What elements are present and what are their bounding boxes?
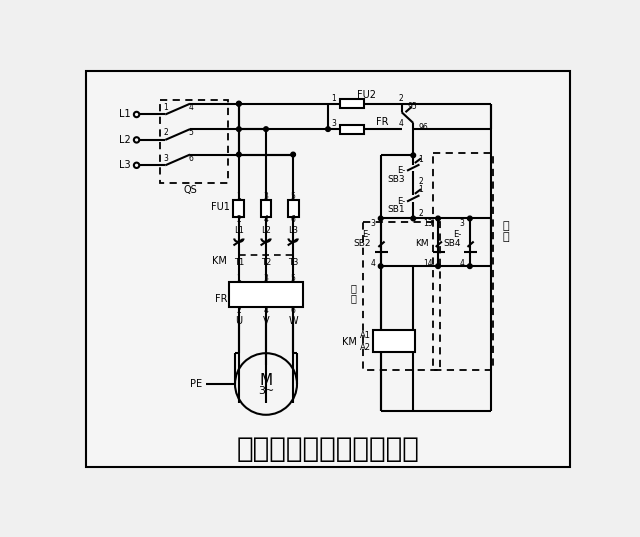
Text: 2: 2	[419, 177, 424, 186]
Text: 乙: 乙	[502, 221, 509, 231]
Text: 3: 3	[264, 192, 268, 201]
Circle shape	[411, 153, 415, 158]
Circle shape	[436, 216, 440, 221]
Text: FU1: FU1	[211, 202, 230, 212]
Bar	[234, 200, 244, 217]
Text: 2: 2	[419, 209, 424, 219]
Bar	[160, 100, 228, 183]
Text: L1: L1	[119, 110, 131, 120]
Text: 3: 3	[371, 219, 375, 228]
Bar	[433, 153, 493, 370]
Text: T2: T2	[261, 258, 271, 267]
Circle shape	[411, 216, 415, 221]
Text: T3: T3	[288, 258, 298, 267]
Circle shape	[467, 216, 472, 221]
Text: 5: 5	[291, 274, 296, 283]
Text: 14: 14	[423, 259, 433, 267]
Text: 1: 1	[419, 185, 424, 194]
Bar	[373, 330, 415, 352]
Text: 95: 95	[407, 102, 417, 111]
Text: 5: 5	[291, 192, 296, 201]
Circle shape	[326, 127, 330, 132]
Text: 2: 2	[237, 306, 241, 315]
Text: 3~: 3~	[258, 386, 274, 396]
Circle shape	[237, 127, 241, 132]
Text: 2: 2	[399, 94, 403, 103]
Bar	[229, 282, 303, 307]
Circle shape	[237, 101, 241, 106]
Circle shape	[237, 152, 241, 157]
Text: 3: 3	[164, 154, 168, 163]
Text: L2: L2	[261, 226, 271, 235]
Text: 4: 4	[188, 103, 193, 112]
Text: 6: 6	[188, 154, 193, 163]
Text: SB2: SB2	[353, 238, 371, 248]
Text: 4: 4	[460, 259, 465, 267]
Text: KM: KM	[342, 337, 356, 347]
Text: 地: 地	[502, 232, 509, 242]
Bar	[340, 125, 364, 134]
Text: L2: L2	[118, 135, 131, 145]
Bar	[340, 99, 364, 108]
Text: 96: 96	[419, 123, 428, 132]
Text: FU2: FU2	[357, 90, 376, 100]
Text: SB4: SB4	[444, 238, 461, 248]
Text: KM: KM	[212, 256, 227, 266]
Text: L3: L3	[119, 161, 131, 170]
Text: 13: 13	[423, 219, 433, 228]
Text: 3: 3	[264, 274, 268, 283]
Text: 6: 6	[291, 306, 296, 315]
Text: 1: 1	[419, 155, 424, 164]
Text: A1: A1	[360, 331, 371, 340]
Text: 3: 3	[331, 119, 336, 128]
Text: KM: KM	[415, 238, 429, 248]
Text: 1: 1	[237, 274, 241, 283]
Text: 1: 1	[237, 192, 241, 201]
Text: 6: 6	[291, 215, 296, 224]
Text: 4: 4	[264, 306, 268, 315]
Text: 4: 4	[399, 119, 403, 128]
Text: 2: 2	[237, 215, 241, 224]
Circle shape	[378, 216, 383, 221]
Text: V: V	[262, 316, 269, 326]
Text: FR: FR	[215, 294, 227, 304]
Bar	[363, 222, 440, 370]
Text: 电动机单向两地控制线路: 电动机单向两地控制线路	[237, 436, 419, 463]
Text: SB1: SB1	[388, 206, 406, 214]
Text: W: W	[288, 316, 298, 326]
Circle shape	[264, 127, 268, 132]
Circle shape	[291, 152, 296, 157]
Bar	[288, 200, 298, 217]
Text: L1: L1	[234, 226, 244, 235]
Text: M: M	[259, 373, 273, 388]
Text: E-: E-	[453, 230, 461, 239]
Text: 2: 2	[164, 128, 168, 137]
Text: T1: T1	[234, 258, 244, 267]
Circle shape	[436, 264, 440, 268]
Circle shape	[237, 101, 241, 106]
Text: QS: QS	[183, 185, 197, 195]
Text: 地: 地	[350, 293, 356, 303]
Text: SB3: SB3	[388, 175, 406, 184]
Text: 5: 5	[188, 128, 193, 137]
Text: 4: 4	[264, 215, 268, 224]
Text: FR: FR	[376, 117, 388, 127]
Text: PE: PE	[189, 379, 202, 389]
Text: L3: L3	[288, 226, 298, 235]
Bar	[260, 200, 271, 217]
Text: 1: 1	[164, 103, 168, 112]
Text: 1: 1	[331, 94, 336, 103]
Circle shape	[467, 264, 472, 268]
Text: 3: 3	[460, 219, 465, 228]
Text: E-: E-	[397, 197, 406, 206]
Text: U: U	[236, 316, 243, 326]
Text: 4: 4	[371, 259, 375, 267]
Text: E-: E-	[397, 166, 406, 175]
Text: 甲: 甲	[350, 283, 356, 293]
Circle shape	[378, 264, 383, 268]
Text: A2: A2	[360, 343, 371, 352]
Text: E-: E-	[362, 230, 371, 239]
